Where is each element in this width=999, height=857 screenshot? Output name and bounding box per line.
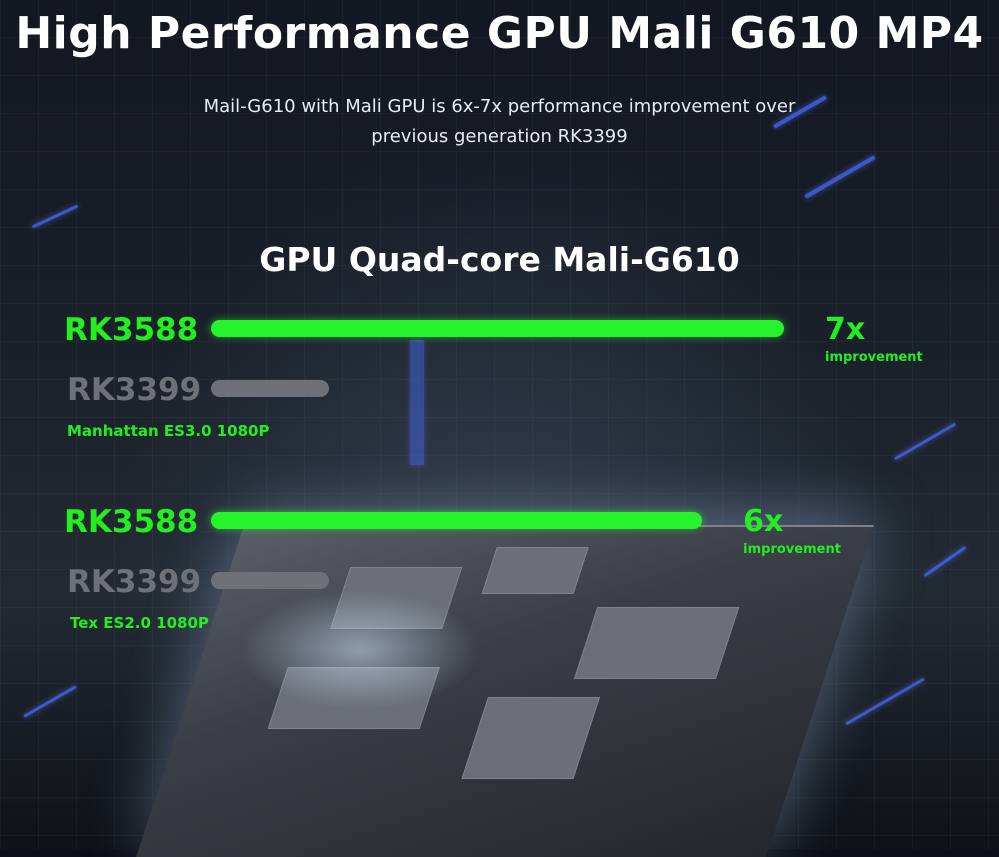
benchmark-label: Manhattan ES3.0 1080P bbox=[67, 422, 270, 440]
page-title: High Performance GPU Mali G610 MP4 bbox=[15, 8, 984, 59]
bar-label-rk3399: RK3399 bbox=[67, 372, 202, 408]
benchmark-label: Tex ES2.0 1080P bbox=[70, 614, 209, 632]
bar-rk3588 bbox=[211, 512, 703, 529]
improvement-multiplier: 7x bbox=[825, 312, 866, 347]
bar-rk3399 bbox=[211, 380, 329, 397]
improvement-note: improvement bbox=[743, 542, 841, 557]
bar-label-rk3588: RK3588 bbox=[64, 504, 199, 540]
circuit-streak bbox=[410, 340, 424, 465]
chip-block bbox=[481, 547, 589, 594]
subtitle-line-1: Mail-G610 with Mali GPU is 6x-7x perform… bbox=[203, 96, 796, 117]
subtitle-line-2: previous generation RK3399 bbox=[371, 126, 628, 147]
page-subtitle: Mail-G610 with Mali GPU is 6x-7x perform… bbox=[0, 92, 999, 152]
improvement-multiplier: 6x bbox=[743, 504, 784, 539]
bar-rk3588 bbox=[211, 320, 784, 337]
bar-rk3399 bbox=[211, 572, 329, 589]
chip-block bbox=[461, 697, 601, 779]
bar-label-rk3399: RK3399 bbox=[67, 564, 202, 600]
chart-title: GPU Quad-core Mali-G610 bbox=[259, 240, 740, 279]
improvement-note: improvement bbox=[825, 350, 923, 365]
chip-block bbox=[573, 607, 740, 679]
bar-label-rk3588: RK3588 bbox=[64, 312, 199, 348]
chip-glow bbox=[240, 590, 480, 710]
